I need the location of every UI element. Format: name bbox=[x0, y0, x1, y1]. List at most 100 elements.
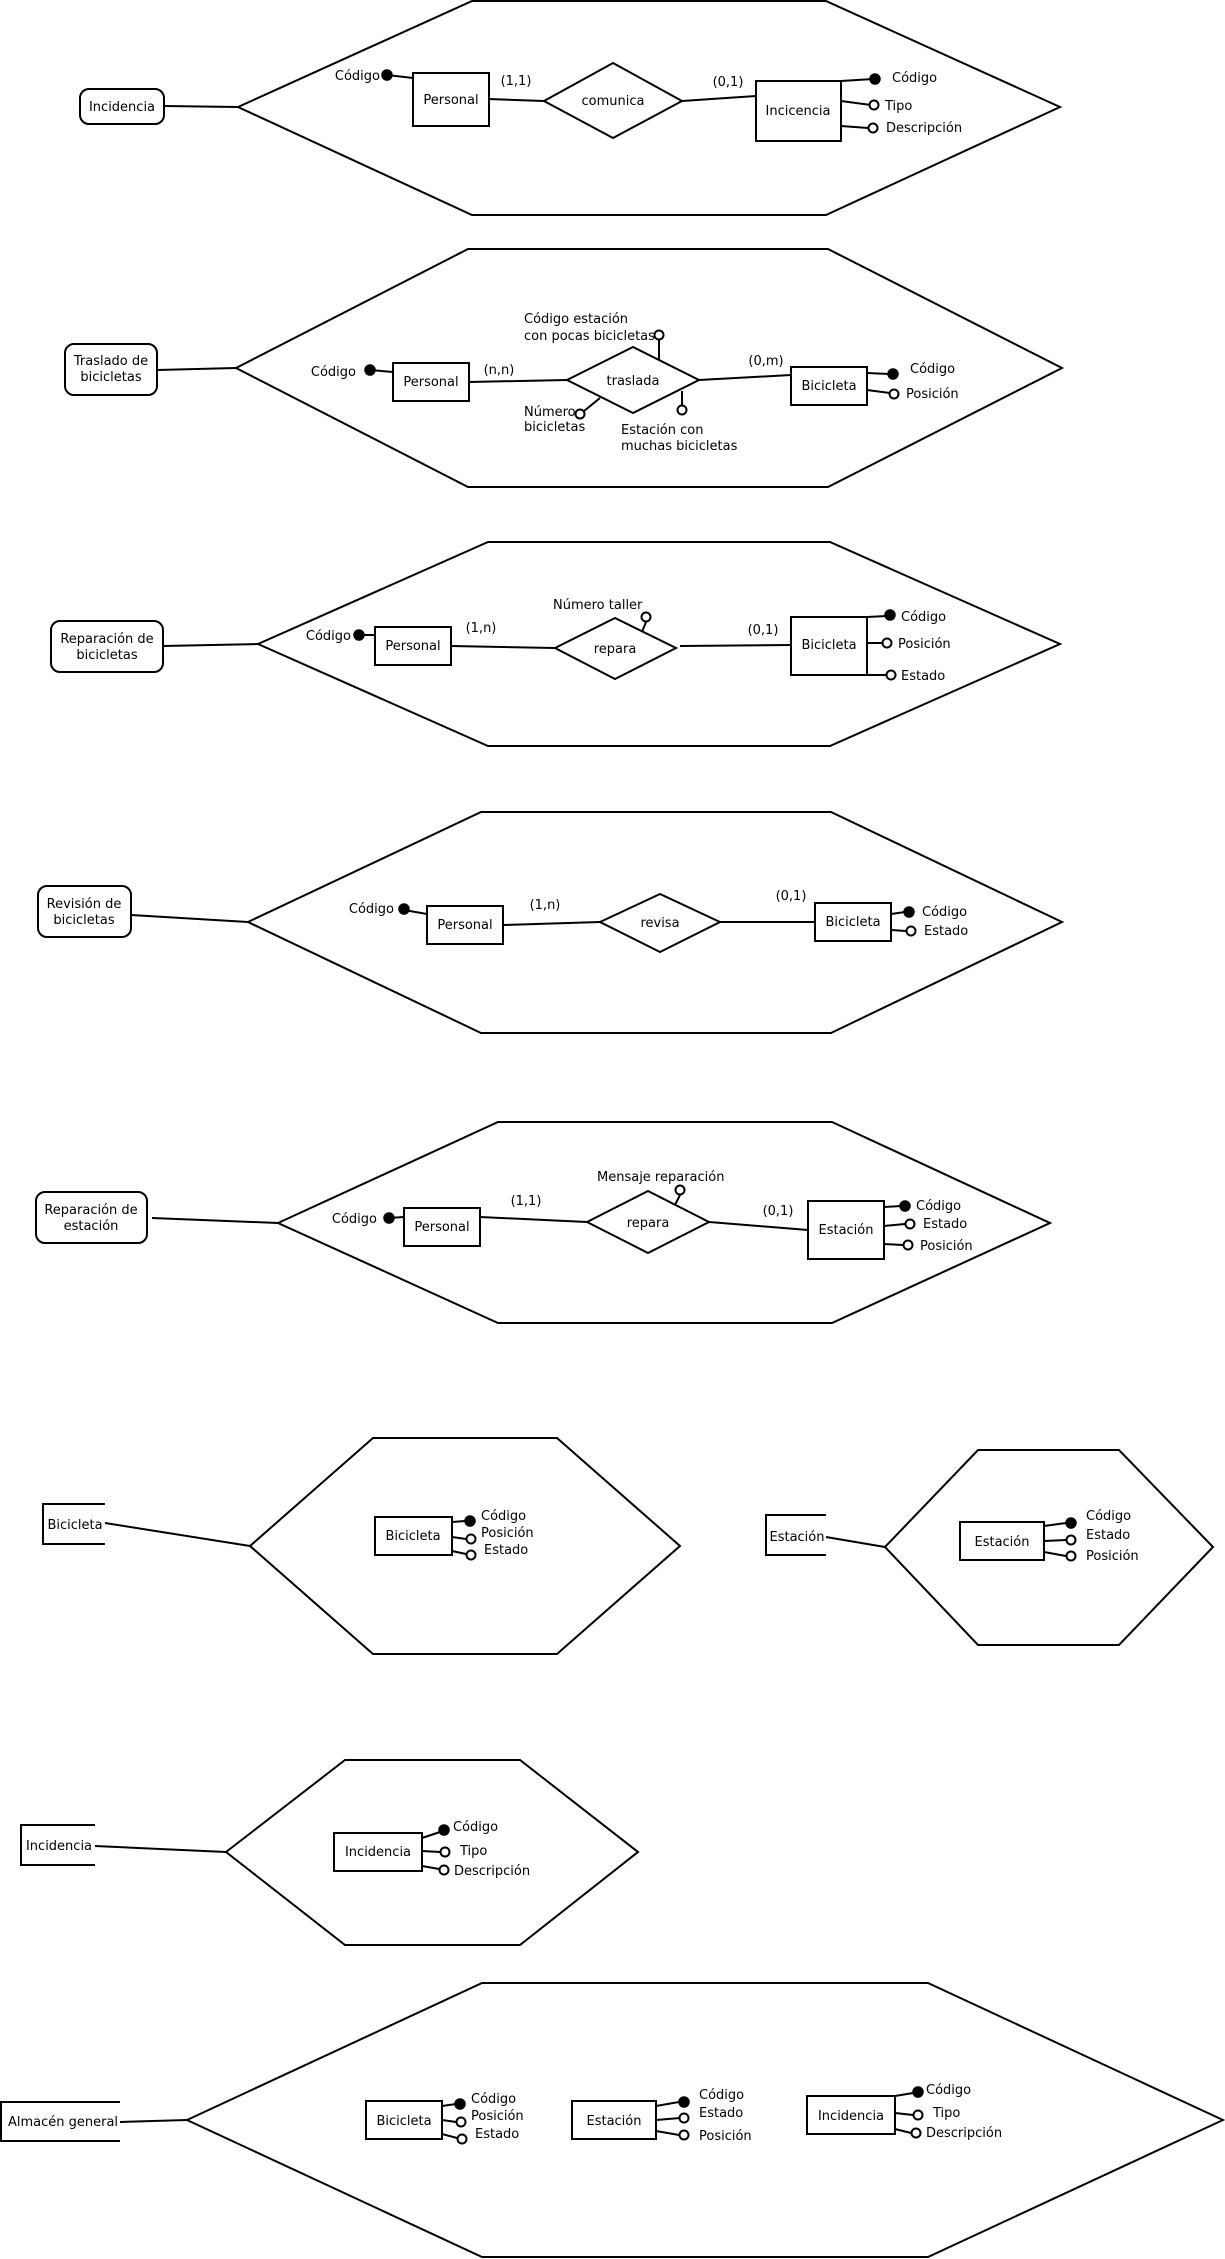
attr-label: Código bbox=[306, 629, 351, 644]
attr-label: Posición bbox=[699, 2129, 752, 2144]
attr-label: Tipo bbox=[884, 99, 912, 114]
entity-label: Bicicleta bbox=[801, 638, 856, 653]
entity-label: Personal bbox=[403, 375, 458, 390]
attr-label: Código bbox=[481, 1509, 526, 1524]
entity-label: Bicicleta bbox=[825, 915, 880, 930]
attr-label: Posición bbox=[471, 2109, 524, 2124]
relationship-label: comunica bbox=[582, 94, 645, 109]
store-symbol bbox=[0, 2101, 120, 2142]
attr-label: Tipo bbox=[459, 1844, 487, 1859]
attr-label: Número taller bbox=[553, 598, 643, 613]
attr-label: Código estación bbox=[524, 312, 628, 327]
process-label: Reparación de bbox=[60, 632, 153, 647]
scope-hexagon bbox=[883, 1449, 1215, 1646]
attr-label: Estado bbox=[699, 2106, 743, 2121]
cardinality-label: (1,n) bbox=[466, 621, 497, 636]
attr-label: Estado bbox=[901, 669, 945, 684]
attr-label: Posición bbox=[898, 637, 951, 652]
entity-box bbox=[959, 1521, 1045, 1561]
diagram-revision-bicicletas: Revisión de bicicletas Código Personal (… bbox=[37, 811, 1065, 1034]
entity-box bbox=[790, 616, 868, 676]
relationship-label: repara bbox=[594, 642, 637, 657]
store-estacion: Estación Estación Código Estado Posición bbox=[765, 1449, 1215, 1646]
attr-label: Código bbox=[922, 905, 967, 920]
process-label: estación bbox=[64, 1219, 119, 1234]
entity-label: Incicencia bbox=[766, 104, 831, 119]
entity-box bbox=[790, 366, 868, 406]
cardinality-label: (n,n) bbox=[484, 363, 515, 378]
attr-label: Descripción bbox=[454, 1864, 530, 1879]
store-almacen-general: Almacén general Bicicleta Código Posició… bbox=[0, 1982, 1225, 2258]
attr-label: Código bbox=[901, 610, 946, 625]
store-bicicleta: Bicicleta Bicicleta Código Posición Esta… bbox=[42, 1437, 682, 1655]
entity-label: Personal bbox=[423, 93, 478, 108]
cardinality-label: (0,1) bbox=[713, 75, 744, 90]
store-label: Estación bbox=[769, 1530, 824, 1545]
entity-box bbox=[571, 2100, 657, 2140]
cardinality-label: (0,m) bbox=[748, 354, 783, 369]
cardinality-label: (0,1) bbox=[748, 623, 779, 638]
attr-label: Descripción bbox=[926, 2126, 1002, 2141]
attr-label: Estado bbox=[923, 1217, 967, 1232]
attr-label: Código bbox=[926, 2083, 971, 2098]
entity-box bbox=[333, 1832, 423, 1872]
diagram-reparacion-estacion: Reparación de estación Código Personal (… bbox=[35, 1121, 1053, 1324]
attr-label: con pocas bicicletas bbox=[524, 329, 655, 344]
entity-box bbox=[374, 1516, 453, 1556]
process-box bbox=[35, 1191, 148, 1244]
attr-label: Estado bbox=[475, 2127, 519, 2142]
cardinality-label: (1,1) bbox=[511, 1194, 542, 1209]
entity-box bbox=[755, 80, 842, 142]
store-label: Bicicleta bbox=[47, 1518, 102, 1533]
attr-label: Mensaje reparación bbox=[597, 1170, 724, 1185]
entity-label: Estación bbox=[974, 1535, 1029, 1550]
diagram-reparacion-bicicletas: Reparación de bicicletas Código Personal… bbox=[50, 541, 1063, 747]
process-label: Reparación de bbox=[44, 1203, 137, 1218]
entity-label: Bicicleta bbox=[385, 1529, 440, 1544]
attr-label: Estado bbox=[924, 924, 968, 939]
process-label: bicicletas bbox=[76, 648, 137, 663]
attr-label: Posición bbox=[1086, 1549, 1139, 1564]
attr-label: Estado bbox=[1086, 1528, 1130, 1543]
entity-label: Incidencia bbox=[818, 2109, 884, 2124]
process-box bbox=[50, 620, 164, 673]
attr-label: Estado bbox=[484, 1543, 528, 1558]
diagram-incidencia: Incidencia Código Personal (1,1) comunic… bbox=[79, 0, 1063, 216]
attr-label: Posición bbox=[906, 387, 959, 402]
entity-label: Personal bbox=[437, 918, 492, 933]
cardinality-label: (1,1) bbox=[501, 74, 532, 89]
attr-label: Código bbox=[349, 902, 394, 917]
entity-label: Estación bbox=[818, 1223, 873, 1238]
relationship-label: traslada bbox=[607, 374, 660, 389]
attr-label: Código bbox=[311, 365, 356, 380]
entity-label: Personal bbox=[385, 639, 440, 654]
process-box bbox=[37, 885, 132, 938]
attr-label: Código bbox=[332, 1212, 377, 1227]
store-label: Incidencia bbox=[26, 1839, 92, 1854]
attr-label: Número bbox=[524, 405, 576, 420]
entity-label: Incidencia bbox=[345, 1845, 411, 1860]
entity-label: Bicicleta bbox=[376, 2114, 431, 2129]
attr-label: Posición bbox=[920, 1239, 973, 1254]
store-symbol bbox=[42, 1503, 105, 1545]
attr-label: Posición bbox=[481, 1526, 534, 1541]
relationship-label: revisa bbox=[640, 916, 679, 931]
attr-label: muchas bicicletas bbox=[621, 439, 738, 454]
attr-label: Descripción bbox=[886, 121, 962, 136]
scope-hexagon bbox=[248, 1437, 682, 1655]
attr-label: Código bbox=[335, 69, 380, 84]
process-label: bicicletas bbox=[80, 370, 141, 385]
entity-box bbox=[806, 2095, 896, 2135]
store-label: Almacén general bbox=[8, 2115, 118, 2130]
entity-box bbox=[403, 1207, 481, 1247]
attr-label: Código bbox=[471, 2092, 516, 2107]
entity-label: Personal bbox=[414, 1220, 469, 1235]
attr-label: Código bbox=[910, 362, 955, 377]
process-label: Traslado de bbox=[73, 354, 148, 369]
scope-hexagon bbox=[184, 1982, 1225, 2258]
cardinality-label: (0,1) bbox=[776, 889, 807, 904]
attr-label: Tipo bbox=[932, 2106, 960, 2121]
store-symbol bbox=[20, 1824, 95, 1866]
entity-label: Estación bbox=[586, 2114, 641, 2129]
